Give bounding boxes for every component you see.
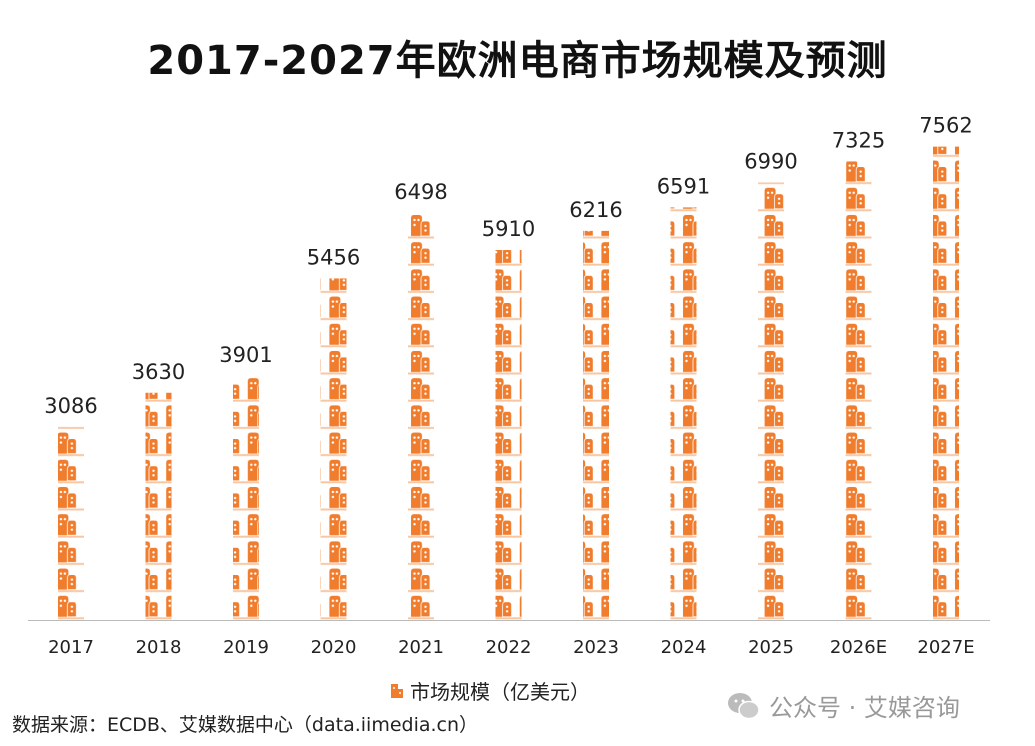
bar-2024 — [670, 207, 697, 621]
bar-2027E — [933, 146, 959, 620]
source-note: 数据来源：ECDB、艾媒数据中心（data.iimedia.cn） — [12, 714, 479, 736]
bar-2017 — [58, 426, 84, 620]
x-tick-label: 2021 — [398, 637, 444, 658]
building-icon — [391, 683, 403, 698]
bar-2021 — [408, 213, 434, 620]
x-tick-label: 2025 — [748, 637, 794, 658]
data-label-2017: 3086 — [44, 394, 97, 418]
data-label-2019: 3901 — [219, 343, 272, 367]
bars — [58, 146, 959, 621]
data-label-2022: 5910 — [482, 217, 535, 241]
x-tick-label: 2017 — [48, 637, 94, 658]
data-label-2018: 3630 — [132, 360, 185, 384]
legend: 市场规模（亿美元） — [390, 676, 590, 705]
data-label-2020: 5456 — [307, 245, 360, 269]
bar-2023 — [583, 230, 609, 620]
data-label-2023: 6216 — [569, 198, 622, 222]
x-tick-label: 2018 — [136, 637, 182, 658]
x-tick-label: 2022 — [486, 637, 532, 658]
bar-2020 — [320, 278, 347, 620]
bar-2022 — [495, 250, 522, 620]
data-label-2025: 6990 — [744, 149, 797, 173]
legend-label: 市场规模（亿美元） — [410, 680, 590, 704]
x-tick-label: 2024 — [661, 637, 707, 658]
data-label-2026E: 7325 — [832, 128, 885, 152]
watermark: 公众号 · 艾媒咨询 — [727, 688, 960, 723]
x-tick-label: 2019 — [223, 637, 269, 658]
chart-title: 2017-2027年欧洲电商市场规模及预测 — [147, 38, 888, 84]
bar-2019 — [233, 375, 259, 620]
data-label-2024: 6591 — [657, 174, 710, 198]
data-label-2027E: 7562 — [919, 114, 972, 138]
x-tick-label: 2020 — [311, 637, 357, 658]
watermark-text: 公众号 · 艾媒咨询 — [769, 694, 960, 722]
x-tick-label: 2027E — [917, 637, 974, 658]
x-tick-label: 2023 — [573, 637, 619, 658]
data-label-2021: 6498 — [394, 180, 447, 204]
wechat-icon — [728, 692, 760, 719]
x-tick-label: 2026E — [830, 637, 887, 658]
bar-2026E — [845, 161, 872, 620]
bar-2018 — [145, 392, 172, 620]
bar-2025 — [758, 182, 784, 620]
